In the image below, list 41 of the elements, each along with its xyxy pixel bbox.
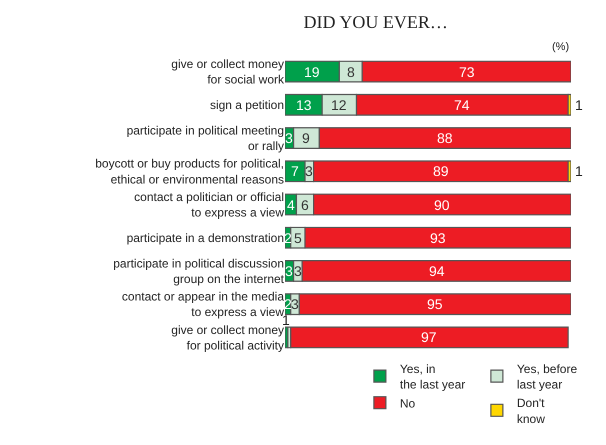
data-label: 95	[427, 296, 443, 312]
data-label: 1	[282, 312, 290, 328]
data-label: 3	[305, 163, 313, 179]
data-label: 94	[429, 263, 445, 279]
data-label: 89	[433, 163, 449, 179]
y-tick-label: participate in a demonstration	[126, 230, 284, 245]
legend-label: Yes, before last year	[516, 362, 578, 392]
y-tick-label: participate in political meeting or rally	[126, 123, 284, 154]
data-label: 3	[285, 130, 293, 146]
data-label: 74	[454, 97, 470, 113]
data-label: 97	[421, 329, 437, 345]
y-tick-label: give or collect money for political activity	[171, 322, 284, 352]
data-label: 4	[287, 197, 295, 213]
y-tick-label: give or collect money for social work	[171, 57, 285, 87]
chart-title: DID YOU EVER…	[304, 12, 448, 32]
bar	[290, 326, 569, 348]
data-label: 7	[291, 163, 299, 179]
legend-label: Don't know	[516, 396, 546, 426]
data-label: 3	[294, 263, 302, 279]
y-tick-label: contact a politician or official to express a view	[134, 190, 284, 220]
data-label: 2	[284, 296, 292, 312]
data-label: 93	[430, 230, 446, 246]
data-label: 88	[437, 130, 453, 146]
data-label: 2	[284, 230, 292, 246]
data-label: 73	[459, 64, 475, 80]
data-label: 9	[302, 130, 310, 146]
legend-label: Yes, in the last year	[400, 362, 466, 392]
y-tick-label: sign a petition	[210, 98, 284, 112]
data-label: 1	[575, 163, 583, 179]
data-label: 19	[304, 64, 320, 80]
legend-label: No	[400, 396, 416, 410]
data-label: 13	[296, 97, 312, 113]
data-label: 90	[434, 197, 450, 213]
data-label: 5	[294, 230, 302, 246]
data-label: 12	[331, 97, 347, 113]
data-label: 3	[285, 263, 293, 279]
data-label: 3	[291, 296, 299, 312]
data-label: 1	[575, 97, 583, 113]
data-label: 8	[347, 64, 355, 80]
text: (%)	[552, 41, 570, 53]
data-label: 6	[301, 197, 309, 213]
